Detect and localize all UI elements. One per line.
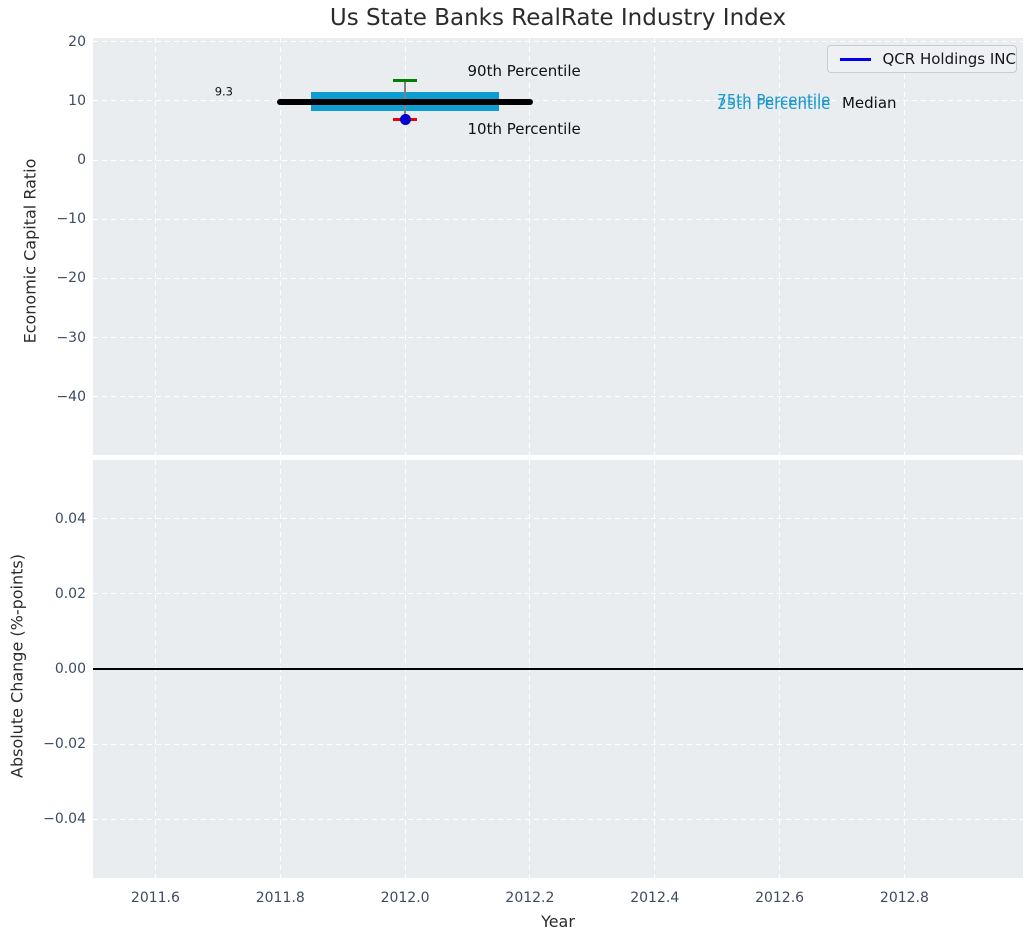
x-tick-label: 2012.0 (380, 890, 430, 906)
gridline-horizontal (93, 218, 1023, 220)
gridline-vertical (903, 38, 905, 455)
y-tick-label: 10 (68, 92, 86, 109)
p90-cap (393, 79, 418, 83)
y-tick-label: 0.00 (54, 661, 86, 677)
y-tick-label: 0.02 (54, 585, 86, 602)
gridline-horizontal (93, 818, 1023, 820)
x-tick-label: 2012.2 (505, 890, 555, 906)
y-tick-label: 0.04 (54, 510, 86, 527)
top-axes-plot-area (93, 38, 1023, 455)
y-tick-label: −0.02 (43, 736, 86, 753)
x-tick-label: 2011.8 (255, 890, 305, 906)
gridline-vertical (654, 38, 656, 455)
annotation-9-3: 9.3 (214, 84, 233, 99)
y-tick-label: −40 (56, 388, 86, 405)
annotation-90th-percentile: 90th Percentile (467, 61, 581, 80)
y-tick-label: 20 (68, 33, 86, 50)
x-axis-label: Year (541, 912, 575, 931)
gridline-vertical (279, 38, 281, 455)
median-line (277, 98, 534, 105)
gridline-vertical (404, 38, 406, 455)
bottom-axes-plot-area (93, 460, 1023, 878)
annotation-10th-percentile: 10th Percentile (467, 119, 581, 138)
annotation-25th-percentile: 25th Percentile (717, 95, 831, 114)
x-tick-label: 2012.6 (755, 890, 805, 906)
gridline-vertical (529, 38, 531, 455)
y-tick-label: −30 (56, 329, 86, 346)
zero-reference-line (93, 668, 1023, 670)
gridline-horizontal (93, 159, 1023, 161)
y-tick-label: −20 (56, 270, 86, 287)
top-y-axis-label-text: Economic Capital Ratio (20, 158, 40, 344)
gridline-horizontal (93, 277, 1023, 279)
gridline-horizontal (93, 100, 1023, 102)
x-tick-label: 2012.4 (630, 890, 680, 906)
company-marker-dot (399, 114, 411, 126)
annotation-75th-percentile: 75th Percentile (717, 90, 831, 109)
legend-line-sample-icon (840, 57, 872, 61)
y-tick-label: −0.04 (43, 811, 86, 828)
gridline-vertical (779, 38, 781, 455)
chart-title: Us State Banks RealRate Industry Index (329, 5, 787, 31)
gridline-vertical (154, 38, 156, 455)
gridline-horizontal (93, 518, 1023, 520)
gridline-horizontal (93, 593, 1023, 595)
x-tick-label: 2011.6 (130, 890, 180, 906)
annotation-median: Median (841, 94, 897, 113)
legend-entry-label: QCR Holdings INC (882, 50, 1016, 68)
gridline-horizontal (93, 41, 1023, 43)
gridline-horizontal (93, 743, 1023, 745)
x-tick-label: 2012.8 (879, 890, 929, 906)
legend-box: QCR Holdings INC (827, 45, 1017, 73)
gridline-horizontal (93, 337, 1023, 339)
y-tick-label: −10 (56, 211, 86, 228)
gridline-horizontal (93, 396, 1023, 398)
y-tick-label: 0 (77, 152, 86, 169)
